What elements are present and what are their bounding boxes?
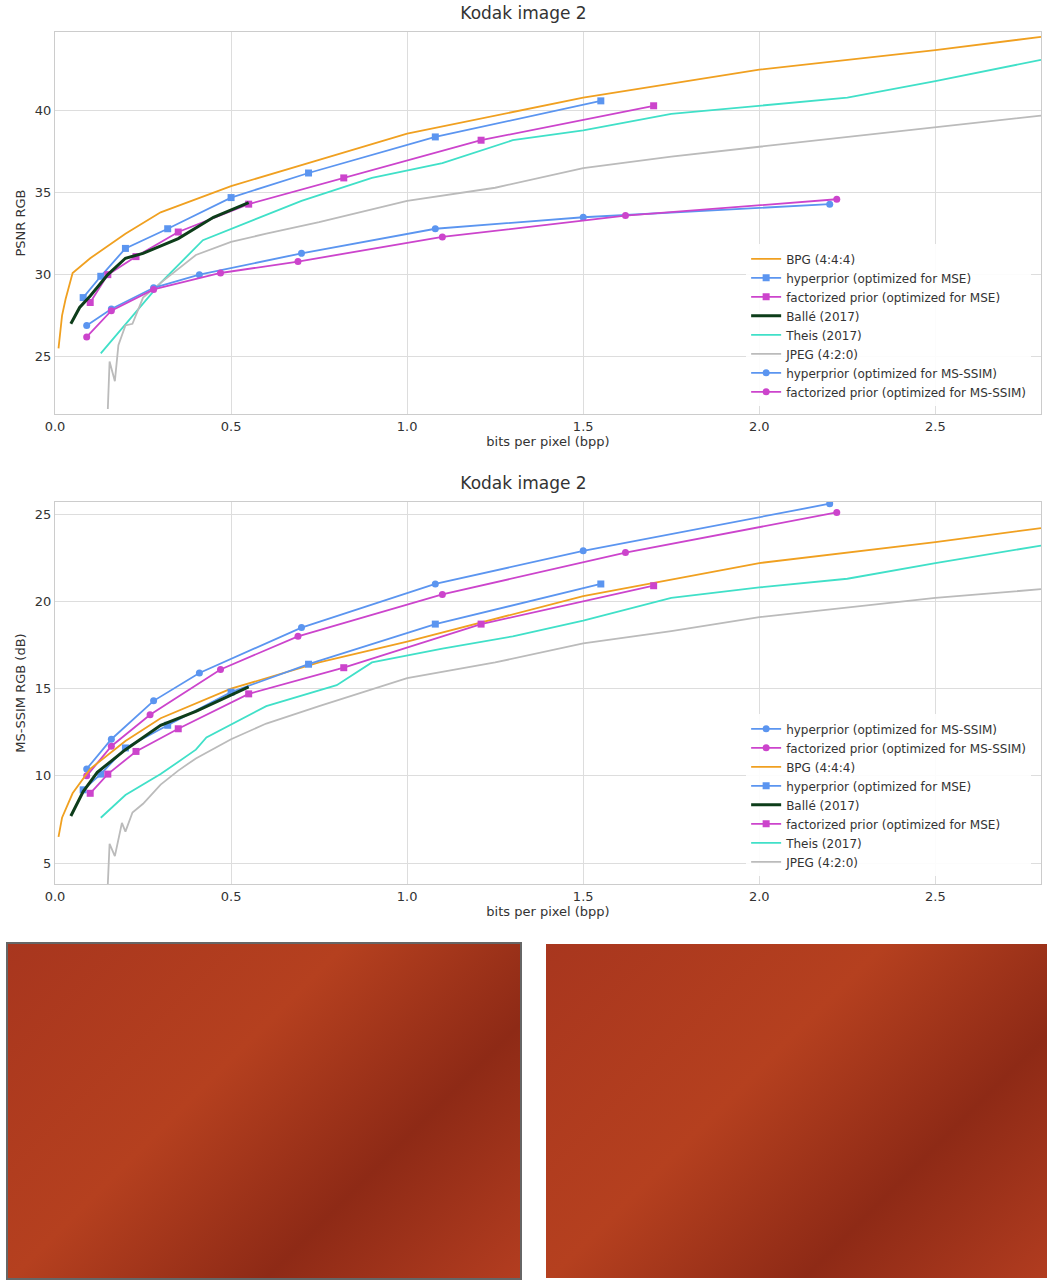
svg-text:40: 40: [35, 103, 52, 118]
svg-text:20: 20: [35, 594, 52, 609]
svg-text:factorized prior (optimized fo: factorized prior (optimized for MS-SSIM): [786, 742, 1026, 756]
svg-text:1.5: 1.5: [573, 419, 594, 434]
svg-text:2.0: 2.0: [749, 419, 770, 434]
svg-text:Ballé (2017): Ballé (2017): [786, 310, 859, 324]
svg-text:Kodak image 2: Kodak image 2: [460, 473, 586, 493]
svg-text:0.0: 0.0: [45, 419, 66, 434]
svg-text:PSNR RGB: PSNR RGB: [13, 189, 28, 256]
svg-text:hyperprior (optimized for MSE): hyperprior (optimized for MSE): [786, 272, 971, 286]
svg-text:10: 10: [35, 768, 52, 783]
svg-text:2.0: 2.0: [749, 889, 770, 904]
svg-text:factorized prior (optimized fo: factorized prior (optimized for MS-SSIM): [786, 386, 1026, 400]
svg-text:BPG (4:4:4): BPG (4:4:4): [786, 253, 855, 267]
svg-text:1.0: 1.0: [397, 889, 418, 904]
svg-text:1.5: 1.5: [573, 889, 594, 904]
svg-text:0.5: 0.5: [221, 889, 242, 904]
svg-text:bits per pixel (bpp): bits per pixel (bpp): [486, 904, 609, 919]
svg-text:MS-SSIM RGB (dB): MS-SSIM RGB (dB): [13, 633, 28, 752]
svg-text:0.5: 0.5: [221, 419, 242, 434]
svg-text:2.5: 2.5: [925, 419, 946, 434]
svg-text:25: 25: [35, 507, 52, 522]
svg-text:JPEG (4:2:0): JPEG (4:2:0): [785, 348, 858, 362]
svg-text:2.5: 2.5: [925, 889, 946, 904]
svg-text:0.0: 0.0: [45, 889, 66, 904]
svg-text:1.0: 1.0: [397, 419, 418, 434]
svg-text:25: 25: [35, 349, 52, 364]
svg-text:hyperprior (optimized for MS-S: hyperprior (optimized for MS-SSIM): [786, 367, 997, 381]
svg-text:bits per pixel (bpp): bits per pixel (bpp): [486, 434, 609, 449]
svg-text:factorized prior (optimized fo: factorized prior (optimized for MSE): [786, 291, 1000, 305]
svg-text:Kodak image 2: Kodak image 2: [460, 3, 586, 23]
svg-text:hyperprior (optimized for MSE): hyperprior (optimized for MSE): [786, 780, 971, 794]
svg-text:JPEG (4:2:0): JPEG (4:2:0): [785, 856, 858, 870]
svg-text:factorized prior (optimized fo: factorized prior (optimized for MSE): [786, 818, 1000, 832]
svg-text:5: 5: [43, 856, 51, 871]
svg-text:35: 35: [35, 185, 52, 200]
svg-text:15: 15: [35, 681, 52, 696]
svg-text:30: 30: [35, 267, 52, 282]
svg-text:Ballé (2017): Ballé (2017): [786, 799, 859, 813]
svg-text:BPG (4:4:4): BPG (4:4:4): [786, 761, 855, 775]
svg-text:Theis (2017): Theis (2017): [785, 837, 862, 851]
svg-text:hyperprior (optimized for MS-S: hyperprior (optimized for MS-SSIM): [786, 723, 997, 737]
svg-text:Theis (2017): Theis (2017): [785, 329, 862, 343]
